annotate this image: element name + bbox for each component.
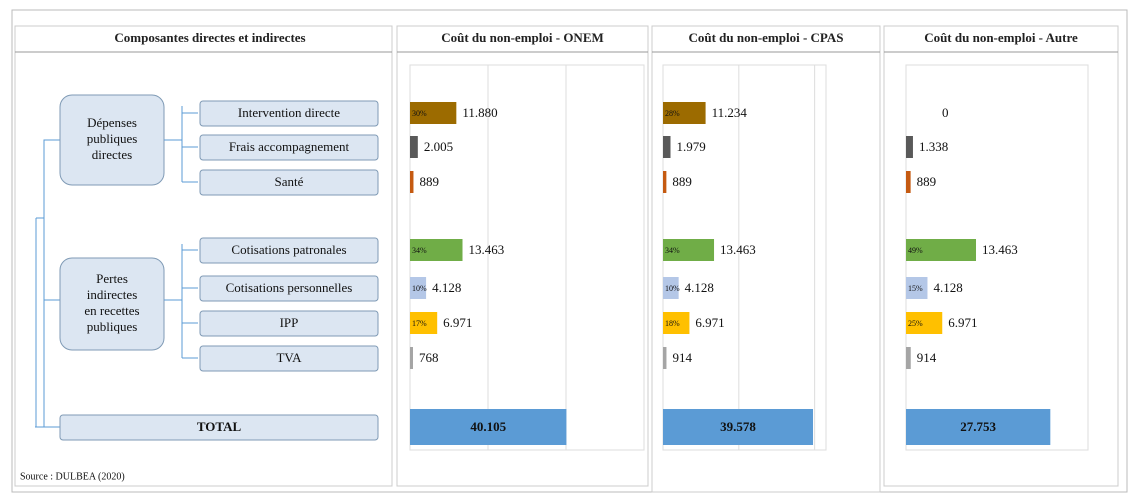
bar	[906, 239, 977, 261]
value-label: 2.005	[424, 139, 453, 154]
share-label: 30%	[412, 109, 427, 118]
share-label: 17%	[412, 319, 427, 328]
bar	[663, 171, 667, 193]
share-label: 18%	[665, 319, 680, 328]
value-label: 11.234	[712, 105, 748, 120]
bar	[663, 409, 814, 445]
bar	[663, 312, 690, 334]
share-label: 34%	[412, 246, 427, 255]
bar	[663, 277, 679, 299]
group-label: directes	[92, 147, 132, 162]
value-label: 13.463	[720, 242, 756, 257]
item-box	[199, 237, 379, 264]
value-label: 768	[419, 350, 439, 365]
value-label: 11.880	[462, 105, 497, 120]
item-box	[199, 134, 379, 161]
item-box	[199, 275, 379, 302]
bar	[410, 312, 438, 334]
item-box	[59, 414, 379, 441]
bar	[663, 347, 667, 369]
bar	[663, 239, 715, 261]
value-label: 39.578	[720, 419, 756, 434]
connector	[164, 106, 183, 358]
bar	[906, 171, 911, 193]
value-label: 4.128	[933, 280, 962, 295]
item-label: TOTAL	[197, 419, 242, 434]
group-label: publiques	[87, 319, 138, 334]
bar	[906, 347, 911, 369]
value-label: 4.128	[432, 280, 461, 295]
value-label: 13.463	[982, 242, 1018, 257]
bar	[410, 171, 414, 193]
chart-title: Coût du non-emploi - CPAS	[688, 30, 843, 45]
chart-title: Coût du non-emploi - ONEM	[441, 30, 604, 45]
item-box	[199, 169, 379, 196]
bar	[906, 277, 928, 299]
value-label: 1.979	[677, 139, 706, 154]
bar	[906, 312, 943, 334]
share-label: 49%	[908, 246, 923, 255]
item-label: TVA	[276, 350, 302, 365]
value-label: 889	[672, 174, 692, 189]
group-label: Pertes	[96, 271, 128, 286]
value-label: 1.338	[919, 139, 948, 154]
bar	[906, 409, 1051, 445]
group-label: indirectes	[87, 287, 138, 302]
bar	[410, 409, 567, 445]
item-label: Intervention directe	[238, 105, 340, 120]
bar	[663, 136, 671, 158]
share-label: 34%	[665, 246, 680, 255]
group-label: publiques	[87, 131, 138, 146]
bar	[410, 239, 463, 261]
value-label: 0	[942, 105, 949, 120]
value-label: 914	[917, 350, 937, 365]
value-label: 6.971	[948, 315, 977, 330]
share-label: 10%	[665, 284, 680, 293]
value-label: 914	[672, 350, 692, 365]
bar	[410, 102, 457, 124]
group-label: Dépenses	[87, 115, 137, 130]
value-label: 4.128	[685, 280, 714, 295]
value-label: 6.971	[695, 315, 724, 330]
group-label: en recettes	[84, 303, 139, 318]
share-label: 25%	[908, 319, 923, 328]
source: Source : DULBEA (2020)	[20, 471, 125, 482]
bar	[663, 102, 706, 124]
item-label: IPP	[280, 315, 299, 330]
item-box	[199, 310, 379, 337]
value-label: 13.463	[469, 242, 505, 257]
chart-title: Coût du non-emploi - Autre	[924, 30, 1078, 45]
item-box	[199, 345, 379, 372]
bar	[410, 347, 413, 369]
left-header: Composantes directes et indirectes	[114, 30, 305, 45]
item-label: Santé	[275, 174, 304, 189]
bar	[410, 136, 418, 158]
value-label: 40.105	[470, 419, 506, 434]
value-label: 27.753	[960, 419, 996, 434]
bar	[410, 277, 427, 299]
share-label: 10%	[412, 284, 427, 293]
share-label: 15%	[908, 284, 923, 293]
connector	[35, 139, 60, 428]
group-box	[59, 257, 165, 351]
item-label: Cotisations patronales	[231, 242, 346, 257]
item-label: Cotisations personnelles	[226, 280, 353, 295]
item-label: Frais accompagnement	[229, 139, 350, 154]
connectors	[35, 139, 60, 428]
bar	[906, 136, 913, 158]
item-box	[199, 100, 379, 127]
value-label: 889	[917, 174, 937, 189]
value-label: 6.971	[443, 315, 472, 330]
value-label: 889	[419, 174, 439, 189]
share-label: 28%	[665, 109, 680, 118]
